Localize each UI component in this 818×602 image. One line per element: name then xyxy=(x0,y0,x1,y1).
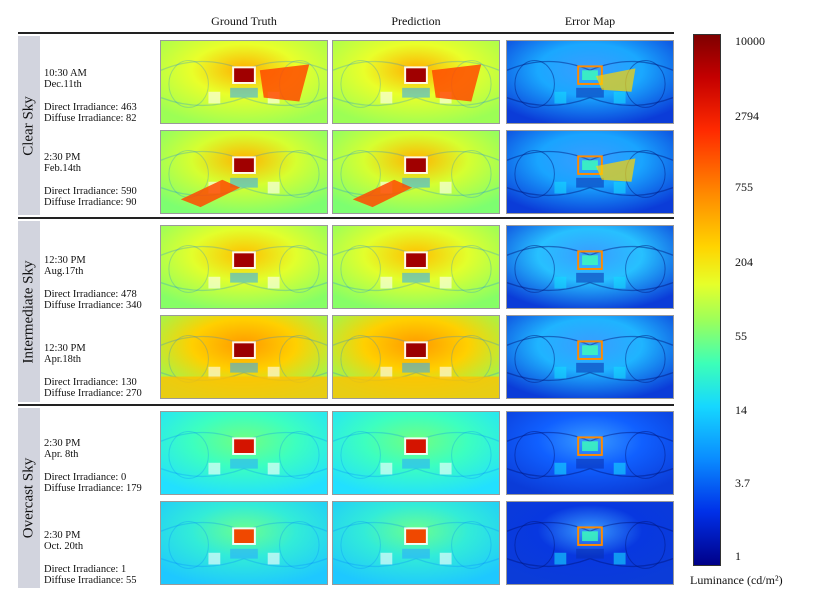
colorbar-tick: 14 xyxy=(735,403,747,417)
colorbar-tick: 2794 xyxy=(735,109,759,123)
group-label-text: Overcast Sky xyxy=(20,457,37,539)
row-date: Apr.18th xyxy=(44,354,82,365)
ground-truth-map xyxy=(160,315,328,399)
row-info: 2:30 PM Apr. 8th Direct Irradiance: 0 Di… xyxy=(44,438,158,494)
error-map xyxy=(506,225,674,309)
error-map xyxy=(506,40,674,124)
row-time: 12:30 PM xyxy=(44,343,86,354)
row-info: 2:30 PM Oct. 20th Direct Irradiance: 1 D… xyxy=(44,530,158,586)
row-direct-irradiance: Direct Irradiance: 130 xyxy=(44,377,137,388)
row-date: Feb.14th xyxy=(44,163,82,174)
row-info: 12:30 PM Apr.18th Direct Irradiance: 130… xyxy=(44,343,158,399)
group-label-text: Clear Sky xyxy=(20,95,37,156)
row-diffuse-irradiance: Diffuse Irradiance: 340 xyxy=(44,300,142,311)
error-map xyxy=(506,411,674,495)
error-map xyxy=(506,501,674,585)
row-date: Dec.11th xyxy=(44,79,82,90)
row-time: 10:30 AM xyxy=(44,68,87,79)
row-info: 10:30 AM Dec.11th Direct Irradiance: 463… xyxy=(44,68,158,124)
luminance-colorbar xyxy=(693,34,721,566)
column-header-error-map: Error Map xyxy=(564,14,616,28)
ground-truth-map xyxy=(160,225,328,309)
ground-truth-map xyxy=(160,411,328,495)
ground-truth-map xyxy=(160,40,328,124)
row-info: 2:30 PM Feb.14th Direct Irradiance: 590 … xyxy=(44,152,158,208)
colorbar-tick: 10000 xyxy=(735,34,765,48)
row-diffuse-irradiance: Diffuse Irradiance: 270 xyxy=(44,388,142,399)
row-diffuse-irradiance: Diffuse Irradiance: 90 xyxy=(44,197,137,208)
prediction-map xyxy=(332,225,500,309)
colorbar-tick: 3.7 xyxy=(735,476,750,490)
colorbar-tick: 755 xyxy=(735,180,753,194)
row-diffuse-irradiance: Diffuse Irradiance: 179 xyxy=(44,483,142,494)
prediction-map xyxy=(332,130,500,214)
prediction-map xyxy=(332,40,500,124)
group-label-intermediate-sky: Intermediate Sky xyxy=(18,221,40,402)
row-direct-irradiance: Direct Irradiance: 1 xyxy=(44,564,127,575)
column-header-ground-truth: Ground Truth xyxy=(211,14,277,28)
row-diffuse-irradiance: Diffuse Irradiance: 82 xyxy=(44,113,137,124)
row-direct-irradiance: Direct Irradiance: 463 xyxy=(44,102,137,113)
row-info: 12:30 PM Aug.17th Direct Irradiance: 478… xyxy=(44,255,158,311)
row-time: 2:30 PM xyxy=(44,438,81,449)
ground-truth-map xyxy=(160,501,328,585)
row-time: 2:30 PM xyxy=(44,530,81,541)
group-label-clear-sky: Clear Sky xyxy=(18,36,40,215)
colorbar-tick: 204 xyxy=(735,255,753,269)
row-time: 2:30 PM xyxy=(44,152,81,163)
row-direct-irradiance: Direct Irradiance: 478 xyxy=(44,289,137,300)
group-label-text: Intermediate Sky xyxy=(20,260,37,363)
prediction-map xyxy=(332,315,500,399)
column-header-prediction: Prediction xyxy=(391,14,441,28)
row-date: Apr. 8th xyxy=(44,449,79,460)
row-date: Aug.17th xyxy=(44,266,84,277)
error-map xyxy=(506,315,674,399)
group-label-overcast-sky: Overcast Sky xyxy=(18,408,40,588)
ground-truth-map xyxy=(160,130,328,214)
colorbar-tick: 1 xyxy=(735,549,741,563)
group-separator xyxy=(18,217,674,219)
error-map xyxy=(506,130,674,214)
top-rule xyxy=(18,32,674,34)
colorbar-title: Luminance (cd/m²) xyxy=(690,573,783,587)
group-separator xyxy=(18,404,674,406)
row-direct-irradiance: Direct Irradiance: 590 xyxy=(44,186,137,197)
prediction-map xyxy=(332,411,500,495)
row-date: Oct. 20th xyxy=(44,541,84,552)
prediction-map xyxy=(332,501,500,585)
row-diffuse-irradiance: Diffuse Irradiance: 55 xyxy=(44,575,137,586)
row-time: 12:30 PM xyxy=(44,255,86,266)
colorbar-tick: 55 xyxy=(735,329,747,343)
row-direct-irradiance: Direct Irradiance: 0 xyxy=(44,472,127,483)
